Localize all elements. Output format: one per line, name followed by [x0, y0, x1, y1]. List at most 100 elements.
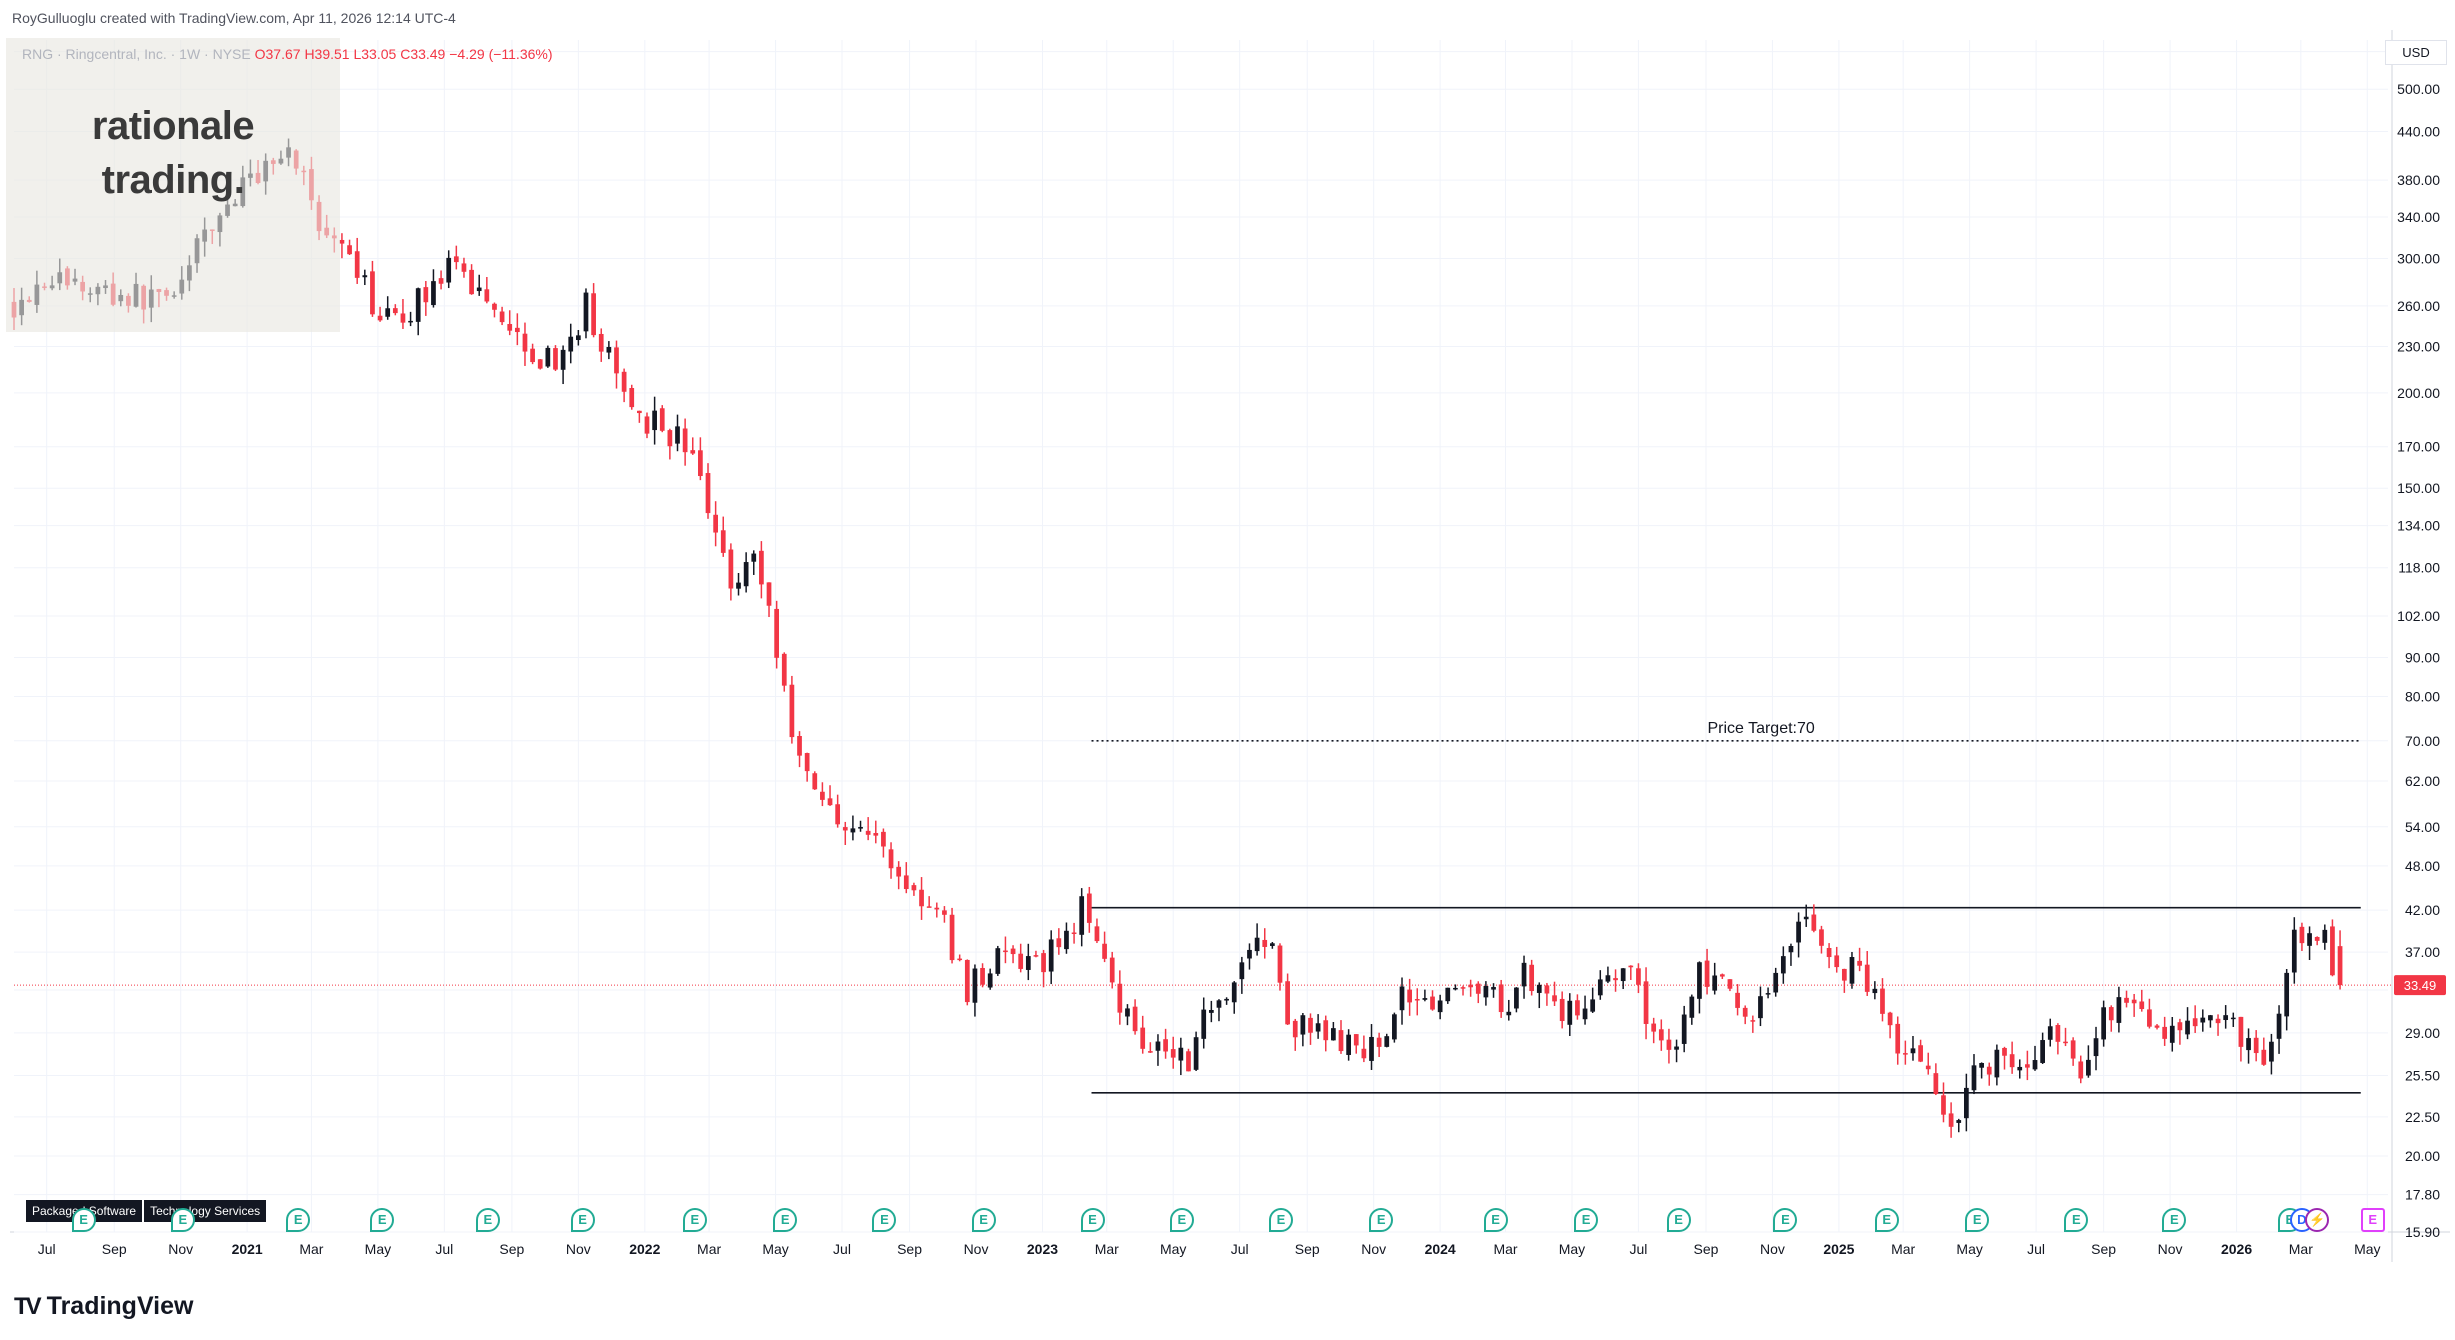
earnings-icon[interactable]: E — [1080, 1208, 1105, 1232]
candle-body — [2131, 999, 2137, 1004]
earnings-icon[interactable]: E — [2064, 1208, 2089, 1232]
candle-body — [1430, 996, 1435, 1010]
earnings-icon[interactable]: E — [1369, 1208, 1394, 1232]
earnings-icon[interactable]: E — [1574, 1208, 1599, 1232]
candles — [11, 138, 2343, 1138]
candle-body — [1193, 1037, 1199, 1070]
price-tick-label: 340.00 — [2397, 209, 2440, 225]
symbol-description[interactable]: RNG · Ringcentral, Inc. · 1W · NYSE — [22, 46, 251, 62]
candle-body — [362, 275, 368, 278]
candle-body — [438, 278, 444, 284]
time-axis[interactable]: Jul Sep Nov 2021 Mar May Jul Sep Nov 2022 Mar May Ju… — [38, 1241, 2381, 1257]
candle-body — [2330, 926, 2335, 976]
split-icon[interactable]: ⚡ — [2305, 1208, 2330, 1232]
candle-body — [1346, 1034, 1351, 1055]
earnings-icon[interactable]: E — [1666, 1208, 1691, 1232]
candle-body — [1841, 968, 1847, 981]
upcoming-earnings-icon[interactable]: E — [2360, 1208, 2385, 1232]
earnings-icon[interactable]: E — [971, 1208, 996, 1232]
tradingview-logo[interactable]: TV TradingView — [14, 1292, 193, 1321]
earnings-icon[interactable]: E — [2162, 1208, 2187, 1232]
price-tick-label: 17.80 — [2405, 1187, 2440, 1203]
candle-body — [1201, 1009, 1207, 1039]
candle-body — [2269, 1041, 2274, 1062]
candle-body — [873, 833, 879, 836]
candle-body — [1018, 953, 1024, 969]
time-tick-label: Mar — [1095, 1241, 1119, 1257]
candle-body — [1132, 1006, 1138, 1032]
earnings-icon[interactable]: E — [682, 1208, 707, 1232]
candle-body — [2185, 1020, 2190, 1035]
candle-body — [1872, 988, 1878, 994]
earnings-icon[interactable]: E — [1773, 1208, 1798, 1232]
candle-body — [621, 371, 627, 392]
price-tick-label: 230.00 — [2397, 339, 2440, 355]
candle-body — [1697, 962, 1702, 999]
earnings-icon[interactable]: E — [370, 1208, 395, 1232]
earnings-icon[interactable]: E — [1874, 1208, 1899, 1232]
candle-body — [964, 959, 970, 1003]
candle-body — [347, 245, 352, 255]
candle-body — [1582, 1008, 1588, 1020]
candle-body — [530, 348, 535, 363]
candle-body — [781, 653, 787, 686]
time-tick-label: Sep — [1295, 1241, 1320, 1257]
last-price-tag[interactable] — [2394, 975, 2446, 996]
candle-body — [537, 359, 543, 369]
candle-body — [957, 958, 963, 961]
candle-body — [1857, 960, 1862, 966]
candle-body — [1086, 893, 1092, 923]
time-tick-label: Sep — [897, 1241, 922, 1257]
earnings-icon[interactable]: E — [475, 1208, 500, 1232]
candle-body — [1498, 984, 1504, 1013]
price-tick-label: 70.00 — [2405, 733, 2440, 749]
candle-body — [1590, 999, 1596, 1012]
time-tick-label: Jul — [435, 1241, 453, 1257]
earnings-icon[interactable]: E — [872, 1208, 897, 1232]
candle-body — [2009, 1054, 2015, 1068]
earnings-icon[interactable]: E — [1268, 1208, 1293, 1232]
candle-body — [2177, 1022, 2183, 1031]
candle-body — [1864, 964, 1870, 992]
horizontal-levels[interactable]: Price Target:70 — [14, 720, 2392, 1094]
candle-body — [1674, 1046, 1679, 1050]
earnings-icon[interactable]: E — [1483, 1208, 1508, 1232]
time-tick-label: Sep — [1694, 1241, 1719, 1257]
candle-body — [1300, 1015, 1306, 1035]
earnings-icon[interactable]: E — [170, 1208, 195, 1232]
watermark-line-1: rationale — [91, 104, 255, 148]
candle-body — [1338, 1030, 1344, 1052]
candle-body — [2032, 1060, 2038, 1070]
candle-body — [2093, 1038, 2099, 1057]
candle-body — [1643, 981, 1649, 1024]
candle-body — [1994, 1049, 2000, 1078]
candle-body — [1529, 964, 1535, 992]
candle-body — [354, 251, 360, 278]
candle-body — [522, 333, 528, 352]
earnings-icon[interactable]: E — [1965, 1208, 1990, 1232]
sector-badge[interactable]: Technology Services — [144, 1200, 267, 1222]
candle-body — [1742, 1007, 1748, 1017]
symbol-legend[interactable]: RNG · Ringcentral, Inc. · 1W · NYSE O37.… — [22, 46, 553, 62]
candle-body — [560, 349, 566, 370]
candle-body — [1254, 937, 1260, 952]
currency-label[interactable]: USD — [2385, 40, 2447, 65]
price-tick-label: 25.50 — [2405, 1067, 2440, 1083]
candle-body — [2047, 1026, 2053, 1040]
candle-body — [751, 553, 757, 562]
earnings-icon[interactable]: E — [570, 1208, 595, 1232]
candle-body — [1575, 1000, 1580, 1016]
candle-body — [1552, 995, 1557, 1002]
earnings-icon[interactable]: E — [1169, 1208, 1194, 1232]
earnings-icon[interactable]: E — [71, 1208, 96, 1232]
price-tick-label: 260.00 — [2397, 298, 2440, 314]
earnings-icon[interactable]: E — [286, 1208, 311, 1232]
candle-body — [2200, 1017, 2206, 1023]
earnings-icon[interactable]: E — [773, 1208, 798, 1232]
price-axis[interactable]: 560.00500.00440.00380.00340.00300.00260.… — [2394, 44, 2446, 1240]
candle-body — [1971, 1065, 1977, 1091]
time-tick-label: May — [365, 1241, 391, 1257]
candle-body — [1483, 985, 1489, 998]
candle-body — [1986, 1066, 1992, 1075]
